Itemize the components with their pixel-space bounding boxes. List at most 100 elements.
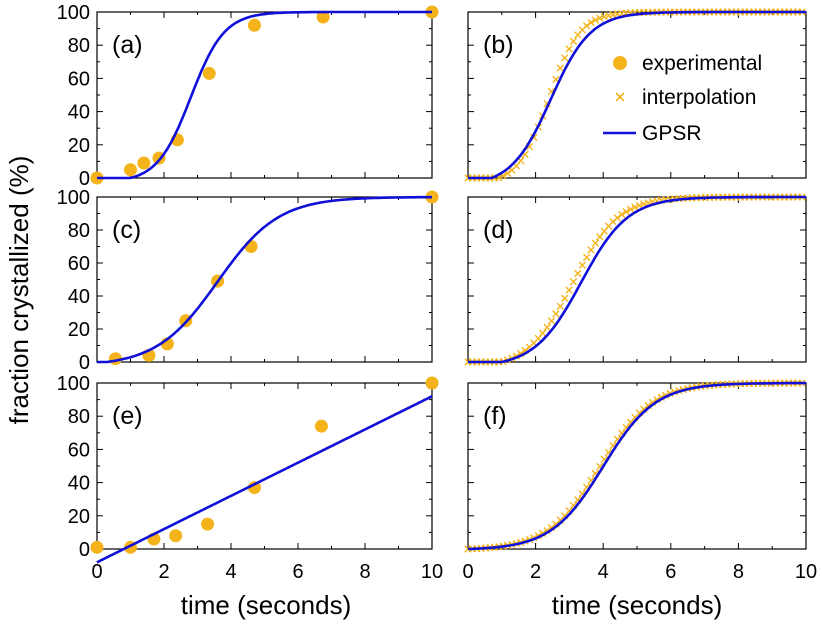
interpolation-point xyxy=(556,64,564,72)
y-tick-label: 0 xyxy=(79,539,90,561)
x-tick-label: 4 xyxy=(598,561,609,583)
panel-label: (a) xyxy=(112,31,143,59)
experimental-point xyxy=(314,419,328,433)
y-tick-label: 100 xyxy=(57,373,90,395)
interpolation-point xyxy=(618,210,626,219)
interpolation-point xyxy=(591,16,600,24)
experimental-point xyxy=(169,529,183,543)
interpolation-point xyxy=(582,253,591,262)
interpolation-point xyxy=(600,12,608,21)
legend-label: experimental xyxy=(642,52,762,75)
gpsr-curve xyxy=(468,195,806,364)
y-tick-label: 80 xyxy=(68,220,90,242)
interpolation-point xyxy=(569,278,578,286)
x-tick-label: 10 xyxy=(795,561,817,583)
experimental-point xyxy=(202,66,216,80)
y-tick-label: 40 xyxy=(68,102,90,124)
x-tick-label: 10 xyxy=(421,561,443,583)
y-tick-label: 20 xyxy=(68,135,90,157)
legend-experimental-marker xyxy=(613,56,627,70)
x-tick-label: 0 xyxy=(462,561,473,583)
panel-label: (c) xyxy=(112,216,141,244)
y-tick-label: 100 xyxy=(57,187,90,209)
x-tick-label: 2 xyxy=(158,561,169,583)
interpolation-point xyxy=(587,246,595,254)
gpsr-curve xyxy=(96,395,433,564)
plot-frame xyxy=(96,196,433,363)
panel-b: (b) xyxy=(464,8,807,182)
experimental-point xyxy=(244,240,258,253)
interpolation-point xyxy=(556,302,564,311)
interpolation-point xyxy=(582,22,591,30)
y-axis-title: fraction crystallized (%) xyxy=(4,156,34,425)
x-tick-label: 4 xyxy=(225,561,236,583)
interpolation-point xyxy=(560,294,569,303)
interpolation-point xyxy=(631,203,639,211)
y-tick-label: 0 xyxy=(79,168,90,190)
interpolation-point xyxy=(574,269,582,278)
y-tick-label: 60 xyxy=(68,253,90,275)
panel-label: (b) xyxy=(483,31,514,59)
panel-label: (e) xyxy=(112,402,143,430)
x-axis-title-left: time (seconds) xyxy=(181,590,352,620)
experimental-point xyxy=(137,156,151,170)
panel-f: 0 2 4 6 8 10 (f) xyxy=(462,379,817,583)
interpolation-point xyxy=(613,214,622,222)
y-tick-label: 0 xyxy=(79,352,90,374)
experimental-point xyxy=(247,18,261,32)
panel-label: (f) xyxy=(483,402,507,430)
x-tick-label: 8 xyxy=(733,561,744,583)
interpolation-point xyxy=(578,261,586,269)
interpolation-point xyxy=(569,37,578,45)
gpsr-curve xyxy=(97,195,433,364)
x-axis-title-right: time (seconds) xyxy=(552,590,723,620)
panel-d: (d) xyxy=(464,193,807,366)
panel-label: (d) xyxy=(483,216,514,244)
interpolation-point xyxy=(596,233,604,241)
experimental-point xyxy=(124,163,137,177)
panel-a: 0 20 40 60 80 100 (a) xyxy=(57,2,439,190)
legend-label: GPSR xyxy=(642,122,702,145)
gpsr-curve xyxy=(97,10,432,180)
y-tick-label: 60 xyxy=(68,68,90,90)
y-tick-label: 80 xyxy=(68,406,90,428)
gpsr-curve xyxy=(467,381,806,551)
x-tick-label: 8 xyxy=(359,561,370,583)
legend-label: interpolation xyxy=(642,86,756,109)
interpolation-point xyxy=(560,54,569,62)
x-tick-label: 2 xyxy=(530,561,541,583)
interpolation-point xyxy=(547,317,556,325)
interpolation-point xyxy=(552,310,560,318)
panel-c: 0 20 40 60 80 100 (c) xyxy=(57,187,439,374)
y-tick-label: 20 xyxy=(68,506,90,528)
experimental-point xyxy=(247,481,261,495)
plot-frame xyxy=(467,196,807,363)
interpolation-point xyxy=(565,45,573,53)
legend-interpolation-marker xyxy=(615,92,625,102)
y-tick-label: 80 xyxy=(68,35,90,57)
experimental-point xyxy=(201,517,215,531)
interpolation-point xyxy=(591,239,600,247)
plot-frame xyxy=(96,382,433,550)
x-tick-label: 6 xyxy=(292,561,303,583)
interpolation-point xyxy=(543,323,551,332)
x-tick-label: 6 xyxy=(665,561,676,583)
y-tick-label: 40 xyxy=(68,473,90,495)
experimental-point xyxy=(425,190,439,204)
interpolation-point xyxy=(622,208,630,216)
interpolation-point xyxy=(587,18,595,27)
interpolation-point xyxy=(626,205,635,213)
experimental-point xyxy=(425,376,439,390)
plot-frame xyxy=(467,382,807,550)
y-tick-label: 40 xyxy=(68,286,90,308)
experimental-point xyxy=(90,540,104,554)
plot-frame xyxy=(96,11,433,179)
y-tick-label: 20 xyxy=(68,319,90,341)
x-tick-label: 0 xyxy=(91,561,102,583)
gpsr-curve xyxy=(468,10,806,180)
interpolation-point xyxy=(565,286,573,294)
legend: experimental interpolation GPSR xyxy=(603,52,762,145)
